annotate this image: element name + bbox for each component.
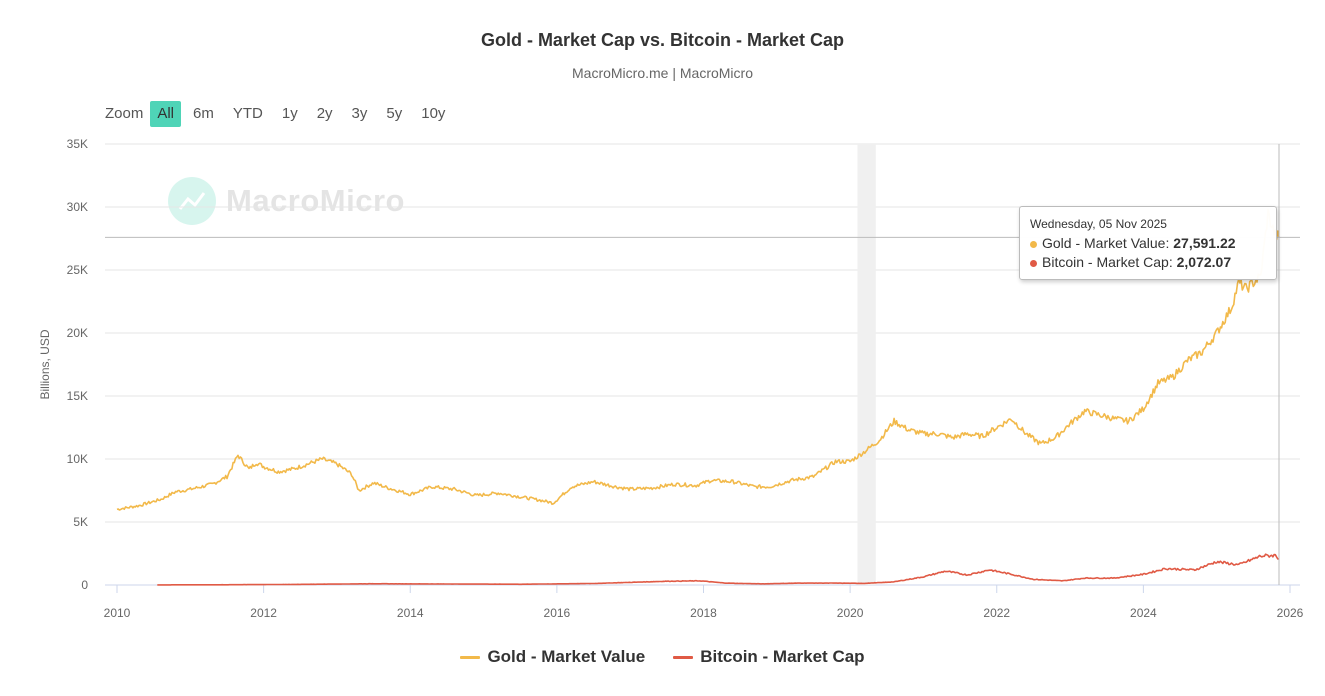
zoom-label: Zoom — [105, 105, 144, 122]
bitcoin-dot-icon — [1030, 259, 1037, 267]
x-tick-label: 2024 — [1130, 606, 1157, 620]
bitcoin-series-line — [157, 553, 1279, 586]
y-tick-label: 20K — [67, 326, 88, 340]
gold-series-line — [116, 208, 1280, 511]
legend-gold-label: Gold - Market Value — [487, 647, 646, 666]
tooltip-bitcoin-value: 2,072.07 — [1176, 254, 1232, 270]
x-tick-label: 2022 — [983, 606, 1010, 620]
tooltip-gold-value: 27,591.22 — [1173, 235, 1236, 251]
gold-dot-icon — [1030, 240, 1037, 248]
zoom-ytd-button[interactable]: YTD — [232, 104, 263, 122]
legend-bitcoin-label: Bitcoin - Market Cap — [700, 647, 865, 666]
x-tick-label: 2010 — [104, 606, 131, 620]
chart-subtitle: MacroMicro.me | MacroMicro — [572, 65, 753, 81]
x-tick-label: 2014 — [397, 606, 424, 620]
y-tick-label: 25K — [67, 263, 88, 277]
zoom-bar: Zoom All 6m YTD 1y 2y 3y 5y 10y — [105, 100, 457, 127]
x-tick-label: 2016 — [544, 606, 571, 620]
zoom-all-button[interactable]: All — [150, 100, 182, 127]
watermark-text: MacroMicro — [226, 183, 405, 218]
tooltip-gold-name: Gold - Market Value — [1042, 235, 1166, 251]
bitcoin-line-icon — [673, 655, 694, 659]
tooltip-bitcoin-name: Bitcoin - Market Cap — [1042, 254, 1169, 270]
x-tick-label: 2018 — [690, 606, 717, 620]
zoom-3y-button[interactable]: 3y — [351, 104, 368, 122]
x-tick-label: 2020 — [837, 606, 864, 620]
tooltip-row-bitcoin: Bitcoin - Market Cap: 2,072.07 — [1030, 253, 1266, 272]
x-axis: 2010 2012 2014 2016 2018 2020 2022 2024 2026 — [104, 585, 1304, 620]
y-tick-label: 30K — [67, 200, 88, 214]
zoom-6m-button[interactable]: 6m — [193, 104, 214, 122]
shaded-region — [857, 144, 876, 585]
y-tick-label: 35K — [67, 137, 88, 151]
y-axis-label: Billions, USD — [38, 329, 52, 399]
gold-line-icon — [460, 655, 481, 659]
zoom-5y-button[interactable]: 5y — [386, 104, 403, 122]
legend-item-bitcoin[interactable]: Bitcoin - Market Cap — [673, 647, 865, 667]
y-axis: 0 5K 10K 15K 20K 25K 30K 35K — [67, 137, 89, 592]
y-tick-label: 0 — [81, 578, 88, 592]
x-tick-label: 2012 — [250, 606, 277, 620]
y-tick-label: 15K — [67, 389, 88, 403]
series-lines — [116, 208, 1280, 586]
legend: Gold - Market Value Bitcoin - Market Cap — [0, 647, 1325, 667]
zoom-10y-button[interactable]: 10y — [421, 104, 446, 122]
tooltip-row-gold: Gold - Market Value: 27,591.22 — [1030, 234, 1266, 253]
tooltip-date: Wednesday, 05 Nov 2025 — [1030, 217, 1167, 231]
y-tick-label: 5K — [73, 515, 88, 529]
watermark-logo-icon — [168, 177, 216, 225]
tooltip: Wednesday, 05 Nov 2025 Gold - Market Val… — [1019, 206, 1277, 280]
y-tick-label: 10K — [67, 452, 88, 466]
zoom-1y-button[interactable]: 1y — [281, 104, 298, 122]
zoom-2y-button[interactable]: 2y — [316, 104, 333, 122]
legend-item-gold[interactable]: Gold - Market Value — [460, 647, 645, 667]
x-tick-label: 2026 — [1277, 606, 1304, 620]
chart-title: Gold - Market Cap vs. Bitcoin - Market C… — [480, 30, 845, 50]
recession-shade — [857, 144, 876, 585]
watermark: MacroMicro — [168, 177, 405, 225]
